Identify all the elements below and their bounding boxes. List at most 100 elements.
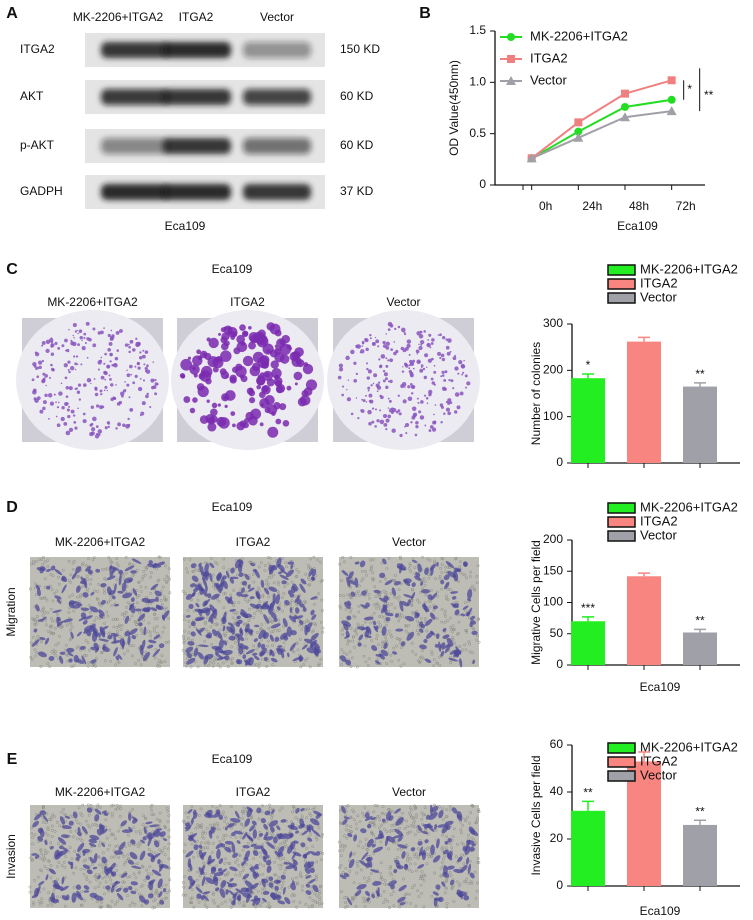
colony xyxy=(442,358,445,361)
colony xyxy=(94,387,97,390)
row-label: Migration xyxy=(4,587,18,636)
sig-annotation: * xyxy=(687,82,692,96)
colony xyxy=(51,341,53,343)
colony xyxy=(274,352,284,362)
colony xyxy=(424,395,426,397)
colony xyxy=(342,386,344,388)
colony xyxy=(439,357,441,359)
panel-label: D xyxy=(6,499,18,516)
colony xyxy=(70,340,72,342)
panel-label: B xyxy=(419,5,431,22)
colony xyxy=(430,425,434,429)
colony xyxy=(400,384,404,388)
colony xyxy=(441,354,445,358)
colony xyxy=(97,360,101,364)
colony xyxy=(116,349,119,352)
colony xyxy=(389,380,392,383)
colony xyxy=(43,378,46,381)
colony xyxy=(104,389,106,391)
colony xyxy=(460,392,464,396)
panel-label: E xyxy=(7,751,18,768)
colony xyxy=(369,334,371,336)
colony xyxy=(34,397,37,400)
colony xyxy=(111,334,114,337)
legend-label: MK-2206+ITGA2 xyxy=(640,499,738,514)
legend-marker xyxy=(507,33,515,41)
colony xyxy=(35,352,37,354)
colony xyxy=(353,362,356,365)
y-tick-label: 1.5 xyxy=(469,23,486,37)
image-label: Vector xyxy=(392,785,426,799)
colony xyxy=(408,396,413,401)
colony xyxy=(48,393,52,397)
error-bar xyxy=(694,629,706,632)
colony xyxy=(429,429,432,432)
colony xyxy=(51,368,54,371)
legend-swatch xyxy=(608,503,635,513)
colony xyxy=(91,427,95,431)
colony xyxy=(350,350,355,355)
colony xyxy=(430,347,432,349)
colony xyxy=(210,409,218,417)
colony xyxy=(51,353,54,356)
colony xyxy=(362,341,365,344)
colony xyxy=(365,338,369,342)
colony xyxy=(115,384,117,386)
colony xyxy=(404,333,406,335)
colony xyxy=(51,344,52,345)
colony xyxy=(385,386,388,389)
colony xyxy=(83,333,86,336)
colony xyxy=(125,343,128,346)
colony xyxy=(409,364,411,366)
colony xyxy=(48,418,50,420)
colony xyxy=(291,357,301,367)
colony xyxy=(135,343,140,348)
colony xyxy=(107,421,110,424)
colony xyxy=(428,390,432,394)
colony xyxy=(455,392,460,397)
colony xyxy=(63,422,67,426)
colony xyxy=(401,347,405,351)
legend-swatch xyxy=(608,517,635,527)
colony xyxy=(207,337,211,341)
colony xyxy=(69,386,73,390)
colony xyxy=(67,361,70,364)
colony xyxy=(440,403,443,406)
colony xyxy=(79,398,81,400)
colony xyxy=(411,416,415,420)
colony xyxy=(113,363,116,366)
colony xyxy=(101,405,104,408)
colony xyxy=(416,360,421,365)
colony xyxy=(242,331,248,337)
colony xyxy=(371,421,374,424)
panel-title: Eca109 xyxy=(212,262,253,276)
image-label: Vector xyxy=(392,535,426,549)
colony xyxy=(77,330,78,331)
cell xyxy=(434,897,441,900)
point xyxy=(668,96,676,104)
y-axis-label: OD Value(450nm) xyxy=(447,60,461,156)
colony xyxy=(457,405,461,409)
colony xyxy=(273,402,280,409)
y-tick-label: 100 xyxy=(543,595,563,609)
row-label: Invasion xyxy=(4,834,18,879)
legend-swatch xyxy=(608,531,635,541)
colony xyxy=(375,408,377,410)
colony xyxy=(384,372,388,376)
colony xyxy=(101,357,103,359)
colony xyxy=(275,330,282,337)
legend-label: Vector xyxy=(530,72,568,87)
colony xyxy=(294,372,303,381)
colony xyxy=(140,412,144,416)
panel-label: C xyxy=(6,261,18,278)
colony xyxy=(125,389,126,390)
micrograph xyxy=(327,310,480,450)
colony xyxy=(91,406,94,409)
colony xyxy=(275,380,282,387)
colony xyxy=(418,344,419,345)
cell xyxy=(281,580,286,584)
colony xyxy=(128,351,131,354)
colony xyxy=(388,407,389,408)
colony xyxy=(134,366,136,368)
colony xyxy=(98,368,100,370)
